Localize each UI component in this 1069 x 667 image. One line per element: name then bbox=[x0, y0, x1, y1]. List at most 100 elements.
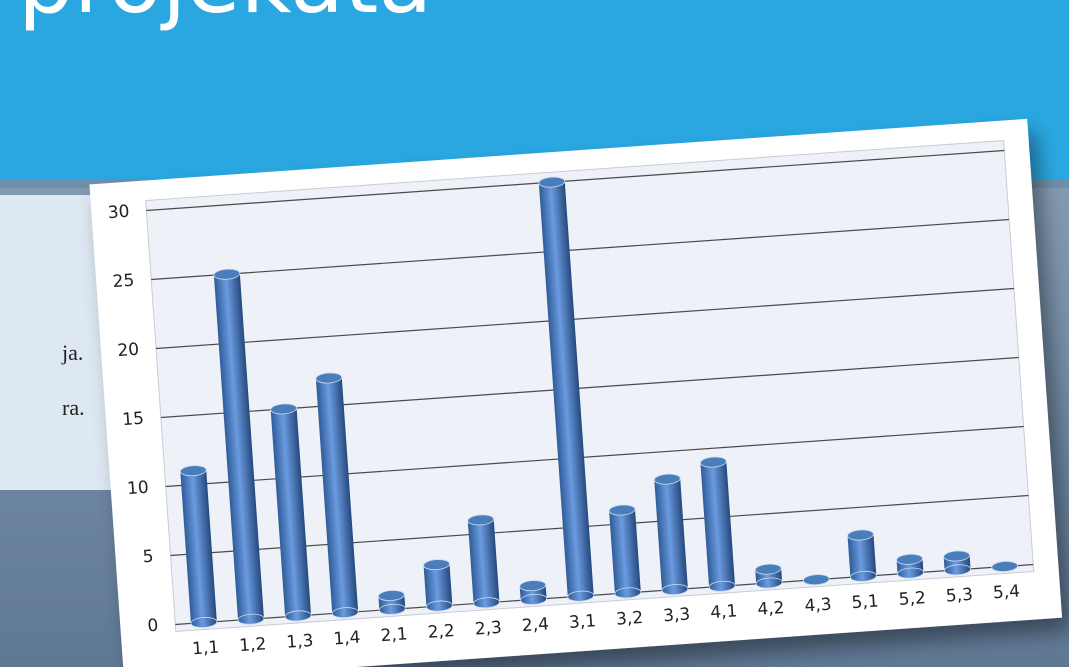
x-tick-label: 2,1 bbox=[380, 624, 408, 646]
grid-line bbox=[160, 356, 1019, 419]
bar-body bbox=[315, 377, 359, 614]
bar bbox=[179, 465, 218, 628]
text-line: ja. bbox=[61, 340, 83, 365]
bar bbox=[423, 559, 453, 612]
y-tick-label: 30 bbox=[107, 202, 130, 223]
plot-area bbox=[145, 140, 1035, 633]
bar bbox=[943, 550, 971, 576]
bar-cap bbox=[423, 559, 450, 571]
bar bbox=[538, 176, 595, 602]
text-line: ra. bbox=[62, 395, 85, 420]
x-tick-label: 4,1 bbox=[710, 601, 738, 623]
y-tick-label: 5 bbox=[142, 547, 154, 568]
y-tick-label: 10 bbox=[126, 478, 149, 499]
bar-cap bbox=[614, 587, 642, 599]
bar-body bbox=[609, 509, 641, 594]
bar-cap bbox=[567, 590, 595, 602]
bar bbox=[315, 372, 359, 619]
x-tick-label: 1,4 bbox=[333, 628, 361, 650]
x-tick-label: 3,1 bbox=[568, 611, 596, 633]
bar bbox=[896, 553, 924, 579]
x-tick-label: 5,3 bbox=[945, 585, 973, 607]
bar bbox=[467, 514, 500, 609]
bar-cap bbox=[661, 584, 689, 596]
bar-body bbox=[180, 469, 217, 624]
bar-body bbox=[467, 519, 500, 604]
bar-cap bbox=[991, 561, 1019, 572]
bar-cap bbox=[847, 529, 874, 541]
bar-cap bbox=[378, 603, 406, 615]
bar-body bbox=[270, 408, 312, 617]
bar-cap bbox=[237, 613, 265, 625]
bar-cap bbox=[897, 567, 924, 579]
x-tick-label: 5,2 bbox=[898, 588, 926, 610]
grid-line bbox=[175, 563, 1034, 626]
x-tick-label: 4,2 bbox=[757, 598, 785, 620]
bar-body bbox=[700, 461, 736, 588]
bar bbox=[213, 268, 265, 625]
bar bbox=[754, 563, 783, 589]
bar bbox=[519, 580, 547, 605]
x-tick-label: 3,2 bbox=[615, 608, 643, 630]
x-tick-label: 4,3 bbox=[804, 595, 832, 617]
bar-cap bbox=[179, 465, 207, 477]
bar-cap bbox=[708, 580, 736, 592]
x-tick-label: 1,2 bbox=[239, 634, 267, 656]
y-tick-label: 25 bbox=[112, 271, 135, 292]
bar-cap bbox=[608, 504, 636, 516]
bar-cap bbox=[943, 550, 970, 562]
bar-body bbox=[847, 534, 877, 578]
bar bbox=[653, 473, 689, 596]
x-tick-label: 3,3 bbox=[663, 605, 691, 627]
grid-line bbox=[156, 287, 1014, 350]
chart-card: 0 5 10 15 20 25 30 1,1 1,2 1,3 1,4 2,1 2,2 2,3 2,4 3,1 3… bbox=[89, 118, 1063, 667]
x-tick-label: 5,1 bbox=[851, 591, 879, 613]
grid-line bbox=[151, 218, 1010, 281]
bar bbox=[608, 504, 642, 599]
bar-cap bbox=[270, 403, 297, 415]
x-tick-label: 2,3 bbox=[474, 618, 502, 640]
bar-cap bbox=[700, 456, 727, 468]
bar-cap bbox=[426, 600, 453, 612]
bar-cap bbox=[519, 580, 547, 592]
bar-cap bbox=[755, 577, 783, 589]
bar-cap bbox=[538, 176, 566, 188]
bar-cap bbox=[190, 617, 218, 628]
bar bbox=[700, 456, 736, 592]
bar bbox=[847, 529, 877, 582]
bar bbox=[991, 561, 1019, 572]
bar-body bbox=[423, 563, 453, 607]
x-tick-label: 1,1 bbox=[192, 638, 220, 660]
bar-cap bbox=[850, 570, 877, 582]
x-tick-label: 2,2 bbox=[427, 621, 455, 643]
bar-body bbox=[654, 478, 688, 591]
bar bbox=[377, 590, 406, 615]
bar-cap bbox=[754, 563, 782, 575]
grid-line bbox=[146, 149, 1005, 212]
bar-cap bbox=[520, 593, 547, 605]
bar-cap bbox=[213, 268, 241, 280]
bar-cap bbox=[377, 590, 405, 601]
y-tick-label: 20 bbox=[117, 340, 140, 361]
bar-cap bbox=[944, 564, 971, 576]
y-tick-label: 15 bbox=[122, 409, 145, 430]
bar-cap bbox=[284, 610, 312, 622]
slide-title: projekata bbox=[18, 0, 432, 33]
bar-cap bbox=[653, 473, 681, 485]
bar-body bbox=[538, 181, 594, 598]
bar bbox=[270, 403, 312, 622]
x-tick-label: 5,4 bbox=[992, 582, 1020, 604]
y-tick-label: 0 bbox=[147, 616, 159, 637]
bar-body bbox=[213, 273, 264, 621]
grid-line bbox=[170, 494, 1029, 557]
bar-cap bbox=[896, 553, 923, 565]
bar-cap bbox=[467, 514, 495, 526]
bar-cap bbox=[473, 597, 500, 609]
bar-cap bbox=[331, 607, 359, 619]
grid-line bbox=[165, 425, 1024, 488]
bar bbox=[802, 574, 830, 586]
bar-cap bbox=[315, 372, 343, 384]
x-tick-label: 2,4 bbox=[521, 614, 549, 636]
